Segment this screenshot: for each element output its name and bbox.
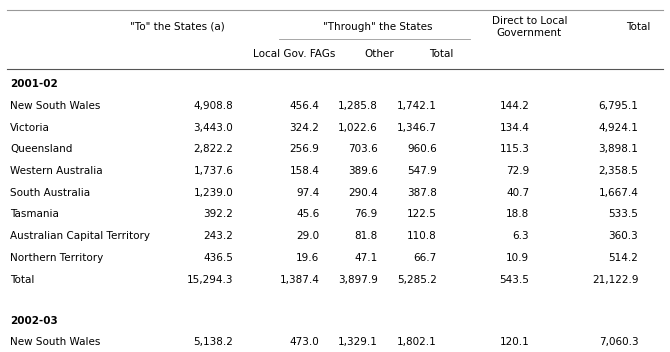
Text: 134.4: 134.4	[499, 122, 529, 133]
Text: 76.9: 76.9	[354, 209, 378, 219]
Text: 122.5: 122.5	[407, 209, 437, 219]
Text: 40.7: 40.7	[507, 188, 529, 198]
Text: 1,346.7: 1,346.7	[397, 122, 437, 133]
Text: 1,329.1: 1,329.1	[338, 337, 378, 347]
Text: "Through" the States: "Through" the States	[323, 22, 432, 32]
Text: 4,908.8: 4,908.8	[194, 101, 233, 111]
Text: 158.4: 158.4	[289, 166, 319, 176]
Text: 392.2: 392.2	[204, 209, 233, 219]
Text: 120.1: 120.1	[500, 337, 529, 347]
Text: "To" the States (a): "To" the States (a)	[130, 22, 225, 32]
Text: 5,285.2: 5,285.2	[397, 275, 437, 285]
Text: 15,294.3: 15,294.3	[187, 275, 233, 285]
Text: 144.2: 144.2	[499, 101, 529, 111]
Text: Total: Total	[10, 275, 34, 285]
Text: Queensland: Queensland	[10, 144, 72, 154]
Text: 533.5: 533.5	[608, 209, 639, 219]
Text: 81.8: 81.8	[354, 231, 378, 241]
Text: Direct to Local
Government: Direct to Local Government	[492, 16, 567, 38]
Text: Other: Other	[364, 49, 394, 59]
Text: 115.3: 115.3	[499, 144, 529, 154]
Text: 514.2: 514.2	[608, 253, 639, 263]
Text: 543.5: 543.5	[499, 275, 529, 285]
Text: 4,924.1: 4,924.1	[598, 122, 639, 133]
Text: 960.6: 960.6	[407, 144, 437, 154]
Text: South Australia: South Australia	[10, 188, 90, 198]
Text: 2,358.5: 2,358.5	[598, 166, 639, 176]
Text: 7,060.3: 7,060.3	[599, 337, 639, 347]
Text: 110.8: 110.8	[407, 231, 437, 241]
Text: 324.2: 324.2	[289, 122, 319, 133]
Text: New South Wales: New South Wales	[10, 337, 100, 347]
Text: 1,742.1: 1,742.1	[397, 101, 437, 111]
Text: Northern Territory: Northern Territory	[10, 253, 103, 263]
Text: 473.0: 473.0	[289, 337, 319, 347]
Text: Tasmania: Tasmania	[10, 209, 59, 219]
Text: 1,387.4: 1,387.4	[279, 275, 319, 285]
Text: Victoria: Victoria	[10, 122, 50, 133]
Text: 45.6: 45.6	[296, 209, 319, 219]
Text: 389.6: 389.6	[348, 166, 378, 176]
Text: 256.9: 256.9	[289, 144, 319, 154]
Text: 19.6: 19.6	[296, 253, 319, 263]
Text: Western Australia: Western Australia	[10, 166, 103, 176]
Text: 1,239.0: 1,239.0	[194, 188, 233, 198]
Text: 5,138.2: 5,138.2	[194, 337, 233, 347]
Text: 2,822.2: 2,822.2	[194, 144, 233, 154]
Text: 1,737.6: 1,737.6	[194, 166, 233, 176]
Text: Local Gov. FAGs: Local Gov. FAGs	[253, 49, 336, 59]
Text: 1,667.4: 1,667.4	[598, 188, 639, 198]
Text: Total: Total	[626, 22, 651, 32]
Text: 18.8: 18.8	[506, 209, 529, 219]
Text: 3,897.9: 3,897.9	[338, 275, 378, 285]
Text: 2002-03: 2002-03	[10, 316, 58, 326]
Text: 1,802.1: 1,802.1	[397, 337, 437, 347]
Text: 47.1: 47.1	[354, 253, 378, 263]
Text: 3,898.1: 3,898.1	[598, 144, 639, 154]
Text: 436.5: 436.5	[204, 253, 233, 263]
Text: 6,795.1: 6,795.1	[598, 101, 639, 111]
Text: Australian Capital Territory: Australian Capital Territory	[10, 231, 150, 241]
Text: 97.4: 97.4	[296, 188, 319, 198]
Text: 3,443.0: 3,443.0	[194, 122, 233, 133]
Text: 703.6: 703.6	[348, 144, 378, 154]
Text: 72.9: 72.9	[506, 166, 529, 176]
Text: 547.9: 547.9	[407, 166, 437, 176]
Text: Total: Total	[429, 49, 453, 59]
Text: 387.8: 387.8	[407, 188, 437, 198]
Text: 1,022.6: 1,022.6	[338, 122, 378, 133]
Text: 6.3: 6.3	[513, 231, 529, 241]
Text: 29.0: 29.0	[296, 231, 319, 241]
Text: 2001-02: 2001-02	[10, 80, 58, 89]
Text: 360.3: 360.3	[608, 231, 639, 241]
Text: 10.9: 10.9	[507, 253, 529, 263]
Text: 243.2: 243.2	[204, 231, 233, 241]
Text: 290.4: 290.4	[348, 188, 378, 198]
Text: 66.7: 66.7	[413, 253, 437, 263]
Text: New South Wales: New South Wales	[10, 101, 100, 111]
Text: 1,285.8: 1,285.8	[338, 101, 378, 111]
Text: 21,122.9: 21,122.9	[592, 275, 639, 285]
Text: 456.4: 456.4	[289, 101, 319, 111]
